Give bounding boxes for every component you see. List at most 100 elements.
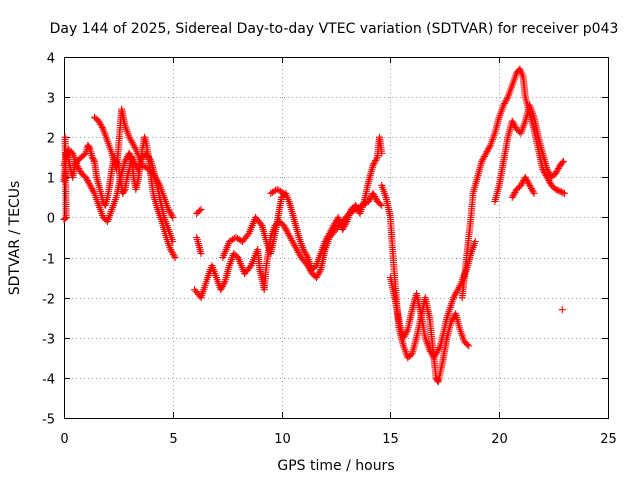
- data-point: [281, 223, 289, 231]
- data-point: [90, 188, 98, 196]
- data-point: [312, 274, 320, 282]
- data-point: [399, 334, 407, 342]
- data-point: [325, 231, 333, 239]
- data-point: [544, 167, 552, 175]
- data-point: [169, 238, 177, 246]
- data-point: [508, 117, 516, 125]
- y-tick-label: -3: [42, 333, 55, 348]
- x-tick-label: 10: [274, 432, 291, 447]
- data-point: [503, 95, 511, 103]
- data-point: [471, 238, 479, 246]
- y-tick-label: -1: [42, 253, 55, 268]
- data-point: [482, 149, 490, 157]
- data-point: [168, 249, 176, 257]
- data-point: [197, 205, 205, 213]
- data-point: [97, 122, 105, 130]
- data-point: [130, 157, 138, 165]
- data-point: [502, 96, 510, 104]
- data-point: [511, 122, 519, 130]
- data-series-sdtvar: [60, 65, 568, 386]
- data-point: [527, 185, 535, 193]
- data-point: [95, 117, 103, 125]
- data-point: [378, 201, 386, 209]
- data-point: [144, 151, 152, 159]
- data-point: [508, 193, 516, 201]
- data-point: [372, 156, 380, 164]
- data-point: [322, 236, 330, 244]
- data-point: [326, 228, 334, 236]
- data-point: [84, 177, 92, 185]
- data-point: [528, 186, 536, 194]
- data-point: [87, 183, 95, 191]
- data-point: [153, 177, 161, 185]
- data-point: [517, 181, 525, 189]
- data-point: [127, 152, 135, 160]
- data-point: [196, 207, 204, 215]
- data-point: [370, 191, 378, 199]
- data-point: [481, 151, 489, 159]
- y-tick-label: 0: [47, 212, 55, 227]
- data-point: [554, 166, 562, 174]
- data-point: [302, 250, 310, 258]
- data-point: [314, 270, 322, 278]
- data-point: [303, 252, 311, 260]
- data-point: [500, 100, 508, 108]
- data-point: [299, 246, 307, 254]
- data-point: [371, 193, 379, 201]
- data-point: [90, 156, 98, 164]
- data-point: [165, 207, 173, 215]
- data-point: [146, 156, 154, 164]
- data-point: [244, 231, 252, 239]
- data-point: [465, 342, 473, 350]
- data-point: [521, 173, 529, 181]
- data-point: [166, 209, 174, 217]
- x-tick-label: 0: [60, 432, 68, 447]
- data-point: [486, 143, 494, 151]
- data-point: [484, 146, 492, 154]
- data-point: [120, 187, 128, 195]
- data-point: [61, 133, 69, 141]
- data-point: [522, 175, 530, 183]
- data-point: [257, 220, 265, 228]
- data-point: [546, 178, 554, 186]
- data-point: [85, 144, 93, 152]
- data-point: [339, 225, 347, 233]
- data-point: [171, 254, 179, 262]
- data-point: [559, 189, 567, 197]
- data-point: [324, 233, 332, 241]
- data-point: [154, 178, 162, 186]
- data-point: [75, 165, 83, 173]
- data-point: [129, 156, 137, 164]
- data-point: [144, 152, 152, 160]
- data-point: [128, 154, 136, 162]
- data-point: [523, 177, 531, 185]
- plot-frame: [64, 57, 609, 419]
- data-point: [556, 187, 564, 195]
- data-point: [501, 98, 509, 106]
- data-point: [85, 180, 93, 188]
- data-point: [352, 201, 360, 209]
- data-point: [401, 331, 409, 339]
- data-point: [167, 246, 175, 254]
- data-point: [329, 223, 337, 231]
- y-tick-label: -2: [42, 293, 55, 308]
- x-tick-label: 5: [169, 432, 177, 447]
- data-point: [553, 186, 561, 194]
- data-point: [89, 186, 97, 194]
- data-point: [97, 120, 105, 128]
- data-point: [553, 168, 561, 176]
- data-point: [278, 188, 286, 196]
- data-point: [559, 157, 567, 165]
- data-point: [529, 188, 537, 196]
- data-point: [131, 144, 139, 152]
- data-point: [96, 119, 104, 127]
- data-point: [372, 194, 380, 202]
- data-point: [313, 272, 321, 280]
- data-point: [510, 120, 518, 128]
- data-point: [370, 160, 378, 168]
- data-point: [197, 250, 205, 258]
- data-point: [167, 247, 175, 255]
- chart-title: Day 144 of 2025, Sidereal Day-to-day VTE…: [50, 21, 619, 37]
- y-tick-label: 3: [47, 92, 55, 107]
